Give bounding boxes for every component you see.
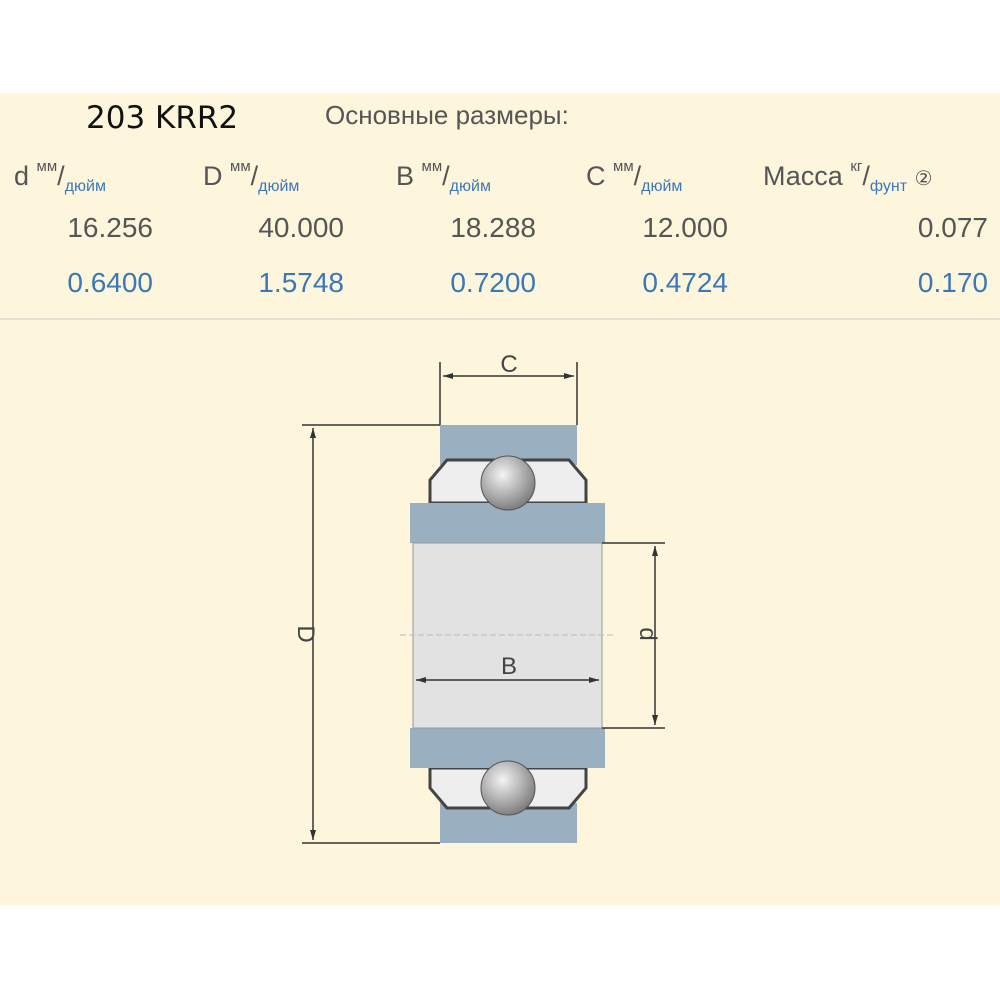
value-B-inch: 0.7200 xyxy=(450,267,536,298)
header-D: D мм/дюйм xyxy=(203,158,300,195)
value-mass-lb: 0.170 xyxy=(917,267,988,298)
header-mass: Масса кг/фунт ② xyxy=(763,158,933,195)
footnote-marker: ② xyxy=(914,168,933,190)
value-C-mm: 12.000 xyxy=(642,212,728,243)
label-C: C xyxy=(500,351,517,378)
unit-top: мм xyxy=(230,158,251,175)
value-C-inch: 0.4724 xyxy=(642,267,728,298)
unit-bottom: дюйм xyxy=(258,178,300,195)
ball-bottom xyxy=(480,760,536,816)
dimension-lines xyxy=(302,362,665,844)
label-D: D xyxy=(292,625,319,642)
unit-top: мм xyxy=(421,158,443,175)
unit-bottom: дюйм xyxy=(64,178,106,195)
header-symbol: C xyxy=(586,161,606,191)
value-d-mm: 16.256 xyxy=(67,212,153,243)
header-B: B мм/дюйм xyxy=(396,158,491,195)
header-symbol: Масса xyxy=(763,161,843,191)
value-d-inch: 0.6400 xyxy=(67,267,153,298)
label-d: d xyxy=(634,627,661,640)
unit-top: мм xyxy=(36,158,58,175)
unit-top: кг xyxy=(850,158,863,175)
bore xyxy=(412,542,603,729)
unit-top: мм xyxy=(613,158,634,175)
value-B-mm: 18.288 xyxy=(450,212,536,243)
header-symbol: d xyxy=(14,161,30,191)
header-symbol: D xyxy=(203,161,223,191)
product-title: 203 KRR2 xyxy=(86,100,239,136)
unit-bottom: дюйм xyxy=(449,178,491,195)
unit-bottom: фунт xyxy=(869,178,908,195)
unit-bottom: дюйм xyxy=(641,178,683,195)
header-symbol: B xyxy=(396,161,415,191)
divider xyxy=(0,318,1000,320)
arrowheads xyxy=(310,373,658,840)
value-D-mm: 40.000 xyxy=(258,212,344,243)
value-mass-kg: 0.077 xyxy=(917,212,988,243)
value-D-inch: 1.5748 xyxy=(258,267,344,298)
header-d: d мм/дюйм xyxy=(14,158,106,195)
label-B: B xyxy=(501,653,517,680)
header-C: C мм/дюйм xyxy=(586,158,683,195)
ball-top xyxy=(480,455,536,511)
section-subtitle: Основные размеры: xyxy=(325,100,569,130)
